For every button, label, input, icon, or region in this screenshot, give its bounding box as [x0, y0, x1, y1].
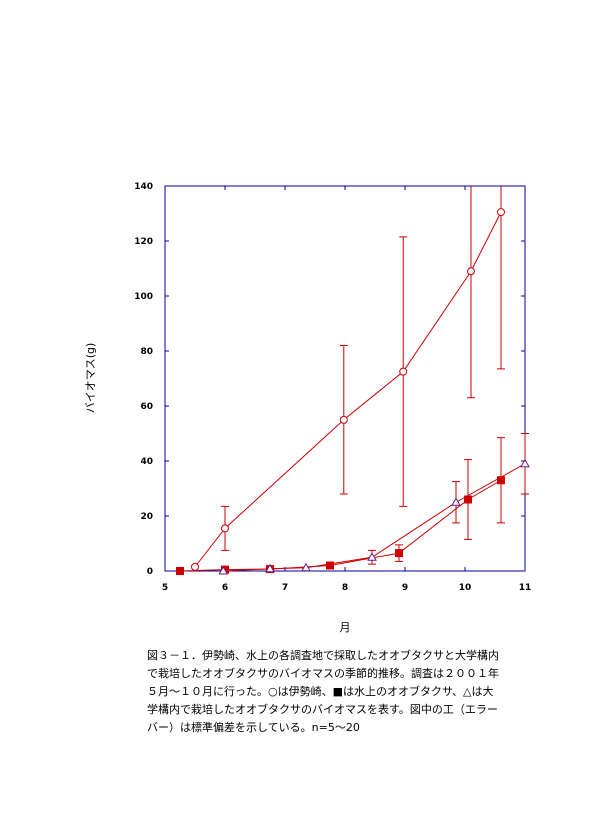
y-tick-label: 20	[140, 512, 153, 522]
x-tick-label: 9	[402, 583, 408, 593]
data-point	[339, 415, 348, 424]
x-tick-label: 11	[519, 583, 532, 593]
series-3	[218, 433, 530, 575]
y-tick-label: 120	[134, 237, 153, 247]
series-line	[223, 463, 526, 572]
caption-line: ５月～１０月に行った。○は伊勢崎、■は水上のオオブタクサ、△は大	[147, 685, 494, 698]
data-point	[191, 562, 199, 571]
y-tick-label: 80	[140, 347, 153, 357]
y-tick-label: 40	[140, 457, 153, 467]
x-axis-title: 月	[340, 621, 351, 634]
data-point	[301, 562, 311, 572]
data-point	[497, 208, 505, 217]
data-point	[221, 524, 229, 533]
y-axis-title: バイオマス(g)	[84, 343, 97, 414]
x-tick-label: 5	[162, 583, 168, 593]
data-point	[218, 565, 229, 575]
series-layer	[176, 186, 530, 575]
caption-line: 学構内で栽培したオオブタクサのバイオマスを表す。図中の工（エラー	[147, 703, 498, 716]
x-tick-label: 6	[222, 583, 228, 593]
data-point	[497, 476, 505, 485]
caption-line: で栽培したオオブタクサのバイオマスの季節的推移。調査は２００１年	[147, 667, 499, 680]
y-tick-label: 140	[134, 182, 153, 192]
y-tick-label: 100	[134, 292, 153, 302]
data-point	[395, 549, 403, 558]
data-point	[399, 367, 408, 376]
data-point	[467, 267, 475, 276]
caption-line: バー）は標準偏差を示している。n=5～20	[147, 721, 360, 734]
x-tick-label: 10	[459, 583, 472, 593]
series-1	[191, 186, 505, 571]
x-tick-label: 8	[342, 583, 348, 593]
data-point	[326, 561, 334, 570]
figure-caption: 図３－１．伊勢崎、水上の各調査地で採取したオオブタクサと大学構内 で栽培したオオ…	[147, 647, 539, 737]
caption-line: 図３－１．伊勢崎、水上の各調査地で採取したオオブタクサと大学構内	[147, 649, 499, 662]
data-point	[520, 458, 530, 468]
axis-ticks: 5 6 7 8 9 10 11 0 20 40 60 80 100 120 140	[134, 182, 531, 593]
data-point	[451, 497, 461, 506]
x-tick-label: 7	[282, 583, 288, 593]
series-line	[194, 211, 502, 568]
data-point	[367, 552, 377, 561]
y-tick-label: 60	[140, 402, 153, 412]
data-point	[265, 563, 275, 573]
y-tick-label: 0	[147, 567, 153, 577]
data-point	[176, 567, 184, 575]
